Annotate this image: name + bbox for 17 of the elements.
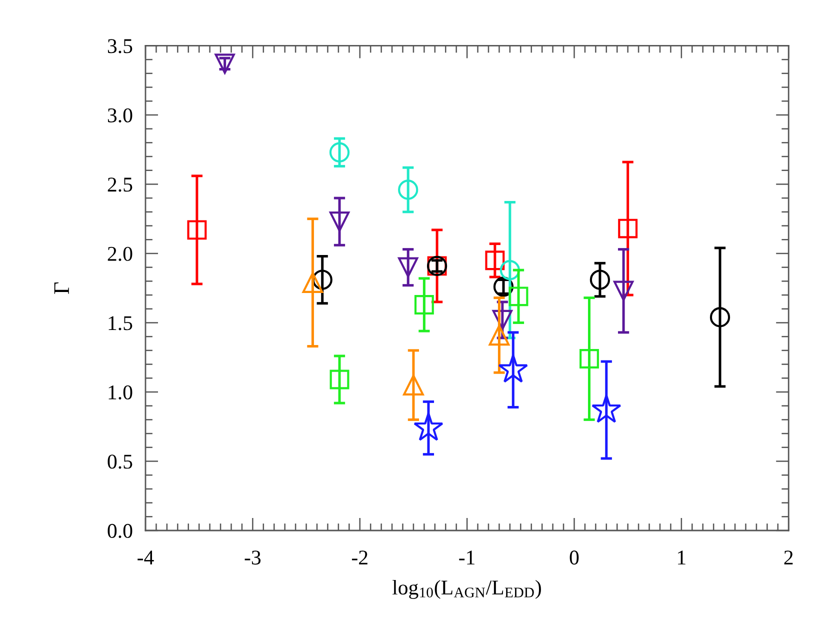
y-tick-label: 0.0 bbox=[108, 524, 132, 538]
y-tick-label: 1.0 bbox=[108, 385, 132, 400]
x-tick-label: -1 bbox=[459, 550, 474, 564]
y-tick-label: 3.0 bbox=[108, 108, 132, 122]
y-tick-label: 2.5 bbox=[108, 178, 132, 192]
x-tick-label: 1 bbox=[678, 550, 686, 564]
x-tick-label: 2 bbox=[784, 550, 793, 564]
y-tick-label: 1.5 bbox=[108, 316, 132, 330]
x-tick-label: -4 bbox=[138, 550, 154, 564]
x-tick-label: 0 bbox=[570, 550, 579, 565]
y-tick-label: 3.5 bbox=[108, 39, 132, 54]
x-axis-title: log$_{10}$(L$_{AGN}$/L$_{EDD}$) bbox=[392, 580, 541, 599]
x-tick-label: -3 bbox=[244, 550, 261, 565]
x-tick-label: -2 bbox=[352, 550, 368, 564]
y-tick-label: 2.0 bbox=[108, 246, 132, 261]
y-tick-label: 0.5 bbox=[108, 454, 132, 469]
y-axis-title: Γ bbox=[54, 282, 69, 294]
